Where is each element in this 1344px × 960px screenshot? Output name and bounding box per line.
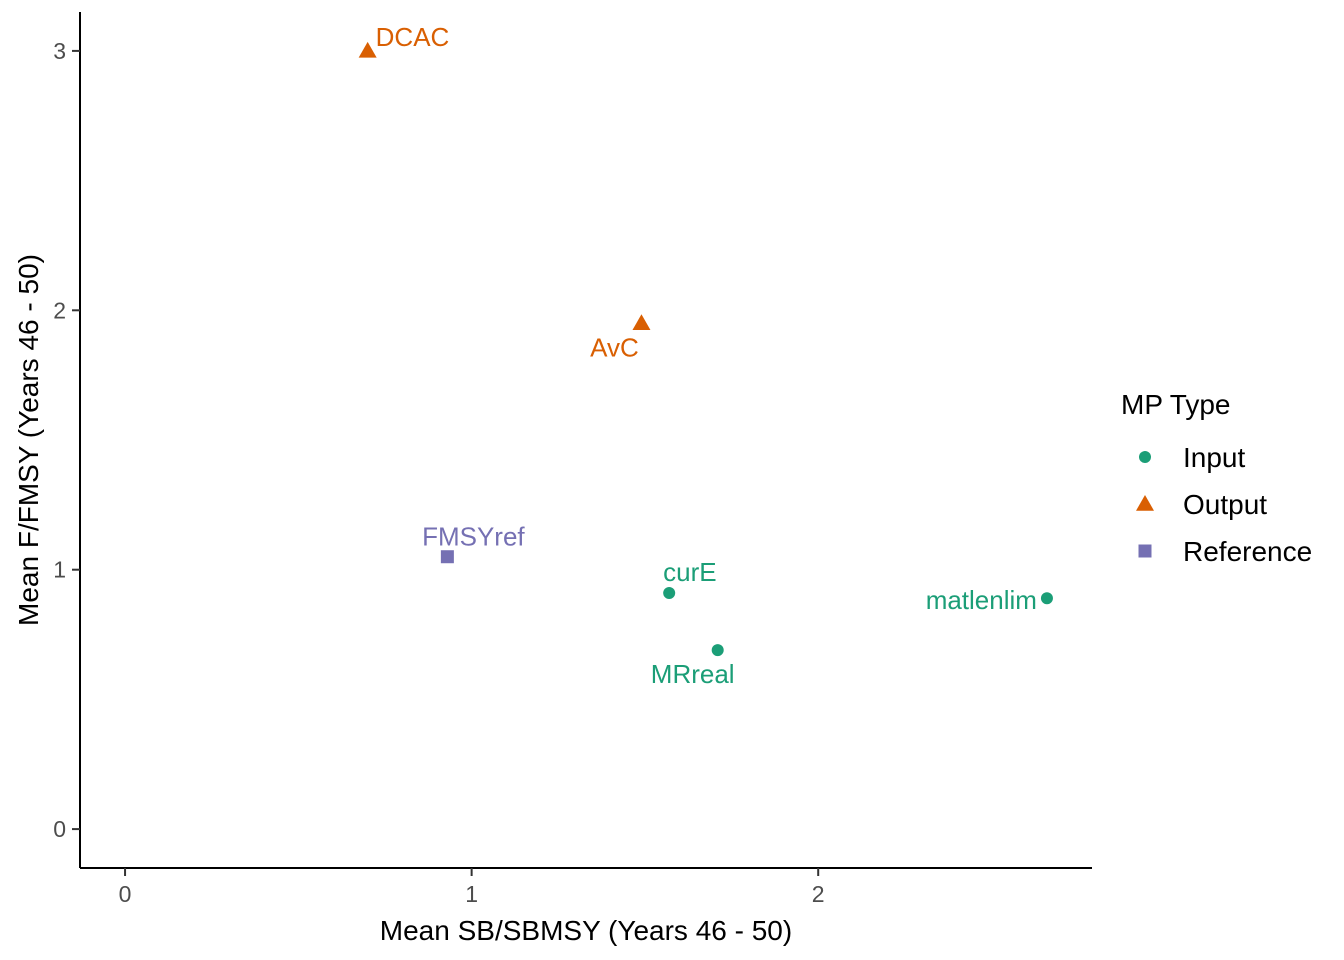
point-label-dcac: DCAC [376,22,450,52]
x-tick-label: 0 [119,881,132,907]
y-tick-label: 2 [53,297,66,323]
data-point-matlenlim [1040,592,1053,605]
point-label-mrreal: MRreal [651,659,735,689]
legend-key-input [1139,451,1151,463]
axes: 0 1 2 0 1 2 3 [53,12,1092,907]
point-labels: DCAC AvC FMSYref curE MRreal matlenlim [376,22,1037,689]
y-tick-label: 3 [53,38,66,64]
data-point-avc [632,314,651,331]
legend-label-output: Output [1183,489,1267,520]
y-axis-title: Mean F/FMSY (Years 46 - 50) [13,254,44,626]
x-tick-label: 2 [812,881,825,907]
data-points [358,41,1053,657]
legend: MP Type Input Output Reference [1121,389,1312,567]
y-tick-label: 1 [53,557,66,583]
x-axis-title: Mean SB/SBMSY (Years 46 - 50) [380,915,792,946]
point-label-fmsyref: FMSYref [422,522,525,552]
data-point-mrreal [711,644,724,657]
point-label-avc: AvC [590,332,639,362]
legend-key-output [1136,495,1154,511]
data-point-cure [663,587,676,600]
point-label-matlenlim: matlenlim [926,585,1037,615]
data-point-dcac [358,41,377,58]
legend-label-reference: Reference [1183,536,1312,567]
legend-label-input: Input [1183,442,1245,473]
legend-title: MP Type [1121,389,1230,420]
point-label-cure: curE [663,557,716,587]
y-tick-label: 0 [53,816,66,842]
legend-key-reference [1138,544,1152,558]
x-tick-label: 1 [465,881,478,907]
data-point-fmsyref [440,550,454,564]
